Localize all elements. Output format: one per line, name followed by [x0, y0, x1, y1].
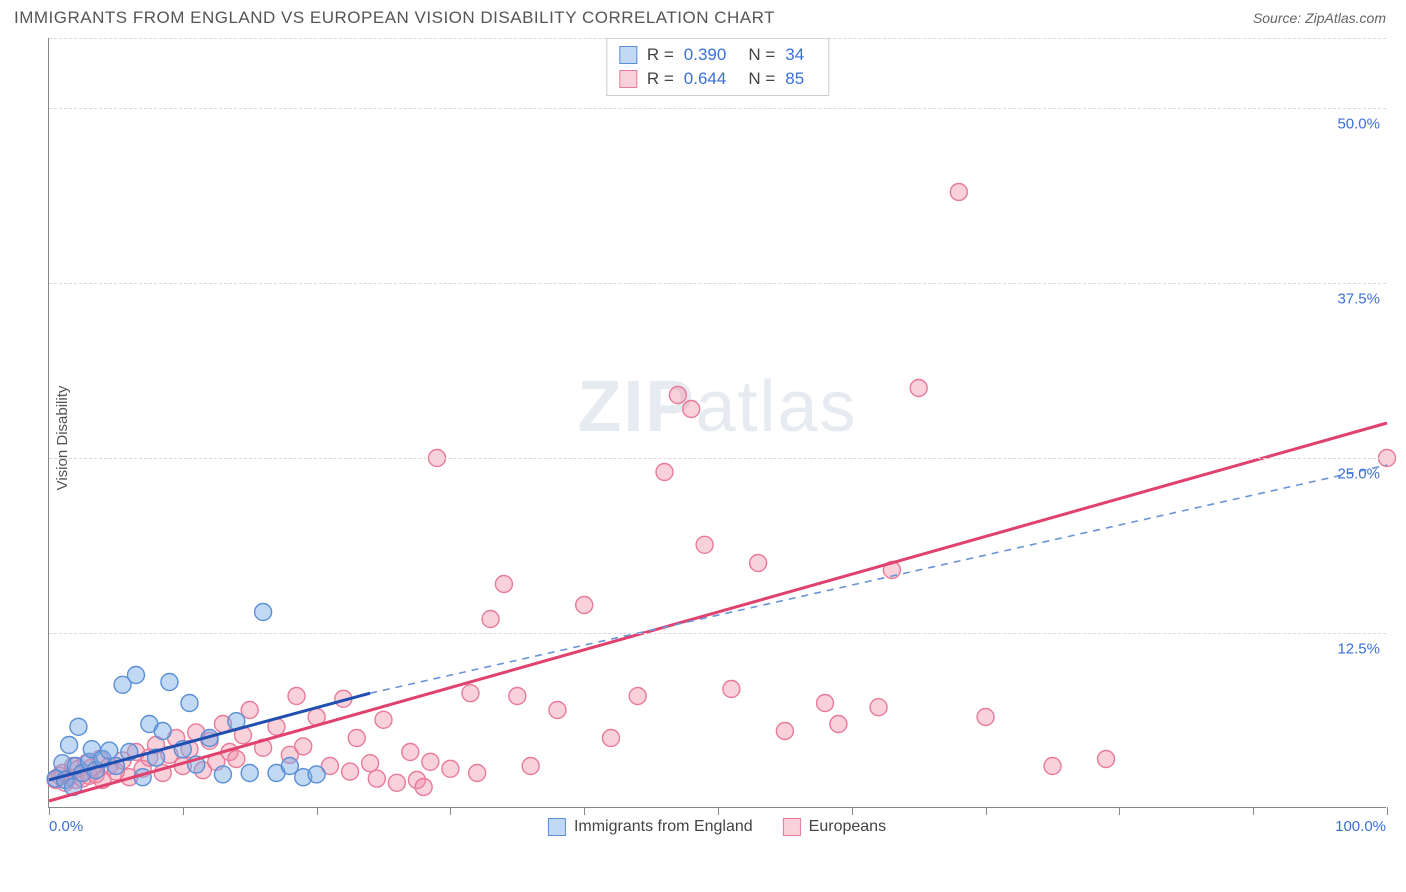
- gridline: [49, 283, 1386, 284]
- legend-item-a: Immigrants from England: [548, 818, 753, 836]
- scatter-point-b: [388, 774, 405, 791]
- legend-item-b: Europeans: [783, 818, 886, 836]
- scatter-point-b: [870, 699, 887, 716]
- x-tick: [986, 807, 987, 815]
- scatter-point-b: [750, 555, 767, 572]
- scatter-point-b: [522, 758, 539, 775]
- chart-title: IMMIGRANTS FROM ENGLAND VS EUROPEAN VISI…: [14, 8, 775, 28]
- scatter-point-b: [482, 611, 499, 628]
- x-tick-label-max: 100.0%: [1335, 818, 1386, 835]
- scatter-point-b: [950, 184, 967, 201]
- x-tick: [1387, 807, 1388, 815]
- scatter-point-b: [549, 702, 566, 719]
- scatter-point-a: [154, 723, 171, 740]
- scatter-point-a: [61, 737, 78, 754]
- scatter-point-b: [348, 730, 365, 747]
- scatter-point-a: [255, 604, 272, 621]
- x-tick: [450, 807, 451, 815]
- legend-label-a: Immigrants from England: [574, 818, 753, 836]
- scatter-point-b: [817, 695, 834, 712]
- swatch-series-b: [619, 70, 637, 88]
- x-tick: [718, 807, 719, 815]
- scatter-point-b: [629, 688, 646, 705]
- legend-bottom: Immigrants from England Europeans: [548, 818, 886, 836]
- x-tick: [852, 807, 853, 815]
- scatter-point-b: [830, 716, 847, 733]
- stats-row-b: R = 0.644 N = 85: [619, 67, 816, 91]
- scatter-point-b: [509, 688, 526, 705]
- scatter-point-b: [469, 765, 486, 782]
- x-tick: [183, 807, 184, 815]
- scatter-point-b: [656, 464, 673, 481]
- gridline: [49, 108, 1386, 109]
- trendline-england-dashed: [370, 465, 1387, 693]
- scatter-point-b: [696, 536, 713, 553]
- scatter-point-b: [362, 755, 379, 772]
- y-tick-label: 12.5%: [1337, 641, 1380, 658]
- scatter-point-b: [1044, 758, 1061, 775]
- y-tick-label: 50.0%: [1337, 116, 1380, 133]
- x-tick: [317, 807, 318, 815]
- scatter-point-a: [181, 695, 198, 712]
- y-tick-label: 37.5%: [1337, 291, 1380, 308]
- scatter-point-b: [442, 760, 459, 777]
- scatter-point-b: [368, 770, 385, 787]
- gridline: [49, 633, 1386, 634]
- legend-label-b: Europeans: [809, 818, 886, 836]
- scatter-point-b: [977, 709, 994, 726]
- legend-swatch-b: [783, 818, 801, 836]
- scatter-point-b: [295, 738, 312, 755]
- scatter-point-b: [723, 681, 740, 698]
- scatter-point-b: [342, 763, 359, 780]
- x-tick: [49, 807, 50, 815]
- stats-legend: R = 0.390 N = 34 R = 0.644 N = 85: [606, 38, 829, 96]
- scatter-point-b: [462, 685, 479, 702]
- scatter-point-a: [161, 674, 178, 691]
- scatter-point-b: [576, 597, 593, 614]
- y-tick-label: 25.0%: [1337, 466, 1380, 483]
- stats-row-a: R = 0.390 N = 34: [619, 43, 816, 67]
- x-tick: [584, 807, 585, 815]
- gridline: [49, 458, 1386, 459]
- scatter-point-a: [70, 718, 87, 735]
- scatter-point-a: [127, 667, 144, 684]
- scatter-point-b: [415, 779, 432, 796]
- swatch-series-a: [619, 46, 637, 64]
- scatter-point-b: [910, 380, 927, 397]
- x-tick-label-min: 0.0%: [49, 818, 83, 835]
- x-tick: [1253, 807, 1254, 815]
- scatter-point-b: [776, 723, 793, 740]
- scatter-point-b: [375, 711, 392, 728]
- chart-source: Source: ZipAtlas.com: [1253, 10, 1386, 26]
- scatter-point-b: [683, 401, 700, 418]
- scatter-point-a: [241, 765, 258, 782]
- scatter-point-b: [669, 387, 686, 404]
- scatter-point-b: [495, 576, 512, 593]
- scatter-point-b: [1098, 751, 1115, 768]
- chart-container: Vision Disability ZIPatlas R = 0.390 N =…: [48, 38, 1386, 838]
- scatter-point-a: [101, 742, 118, 759]
- scatter-point-b: [228, 751, 245, 768]
- trendline-europeans: [49, 423, 1387, 801]
- gridline: [49, 38, 1386, 39]
- scatter-point-a: [308, 766, 325, 783]
- scatter-point-b: [288, 688, 305, 705]
- scatter-point-b: [602, 730, 619, 747]
- plot-area: ZIPatlas R = 0.390 N = 34 R = 0.644 N = …: [48, 38, 1386, 808]
- scatter-point-a: [214, 766, 231, 783]
- chart-header: IMMIGRANTS FROM ENGLAND VS EUROPEAN VISI…: [0, 0, 1406, 32]
- legend-swatch-a: [548, 818, 566, 836]
- x-tick: [1119, 807, 1120, 815]
- chart-svg: [49, 38, 1387, 808]
- scatter-point-b: [402, 744, 419, 761]
- scatter-point-b: [422, 753, 439, 770]
